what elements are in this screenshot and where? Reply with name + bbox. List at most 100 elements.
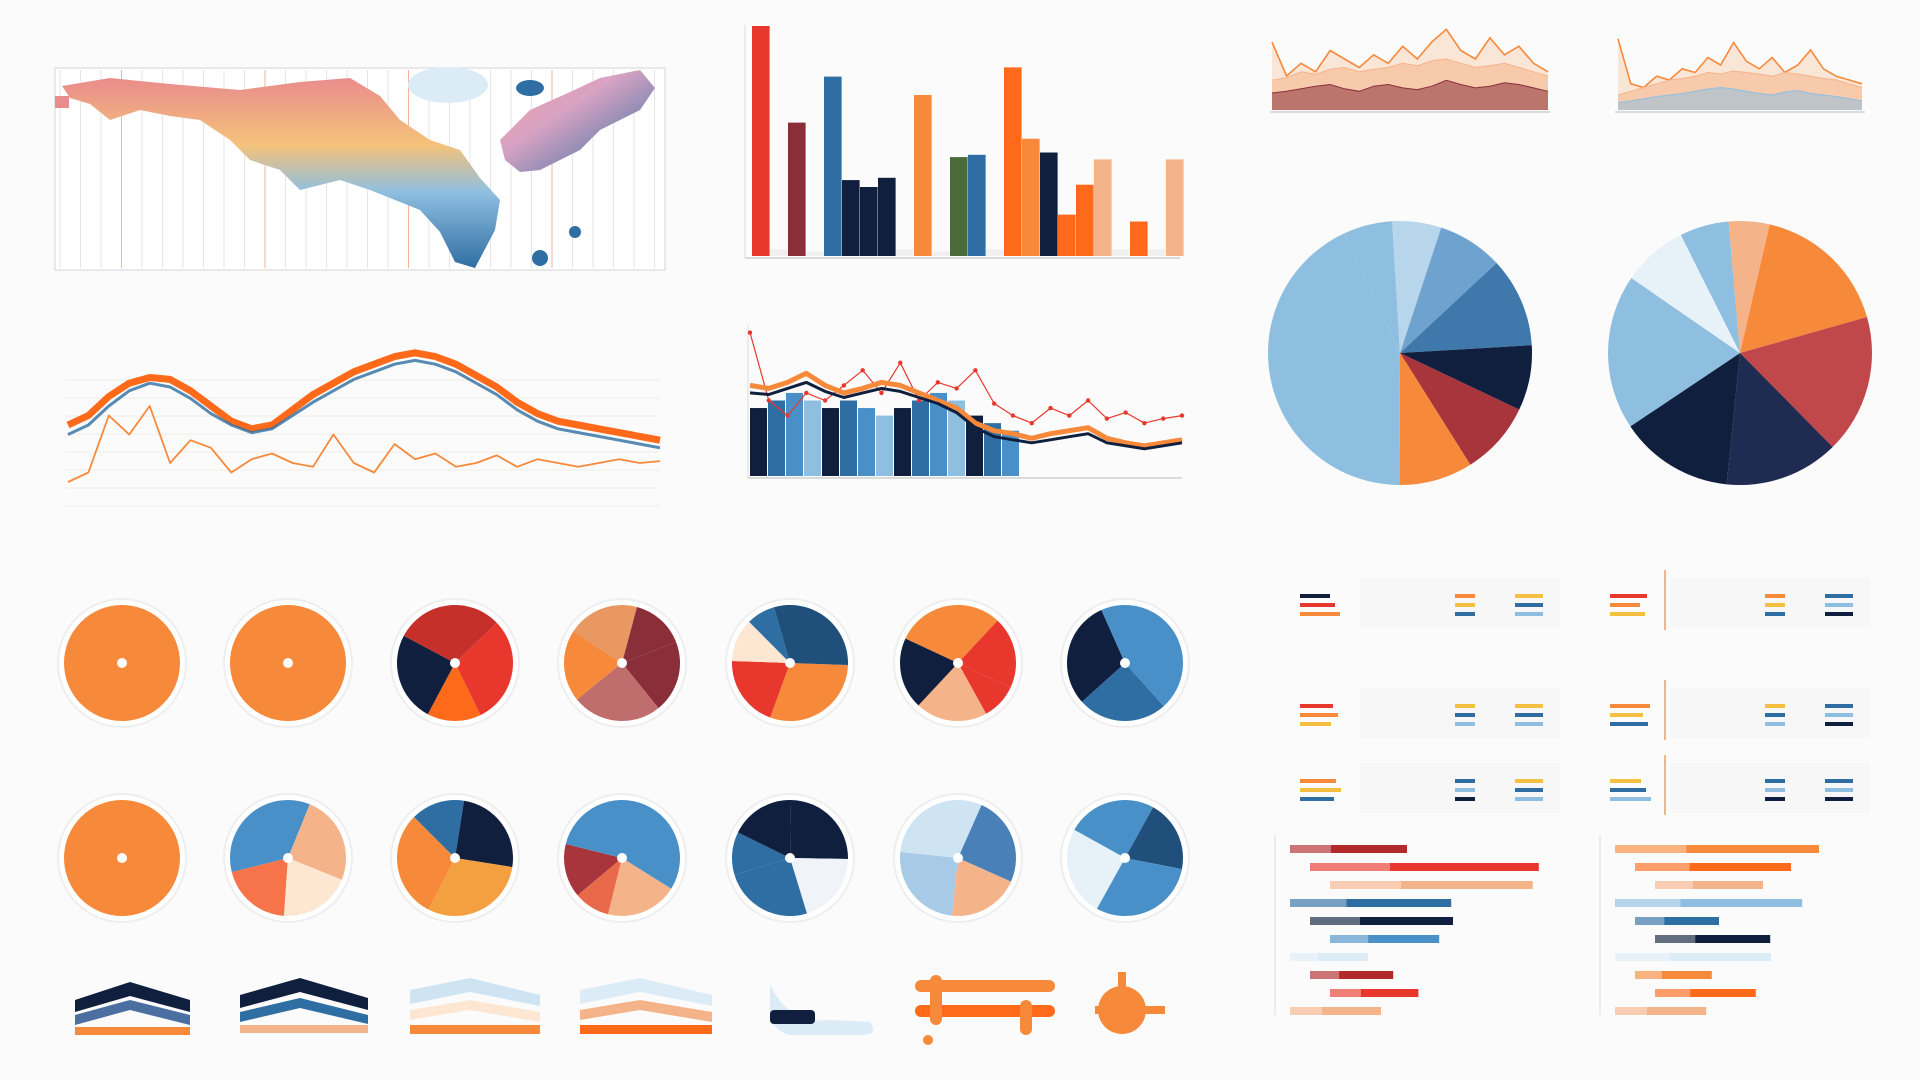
combo-bar [894,408,911,476]
bar [950,157,968,256]
pie-center-dot [785,853,795,863]
hbar-bar [1615,1007,1707,1015]
bar-series [752,26,1184,257]
bar [1148,249,1166,256]
pie-slice [1400,227,1497,353]
pie-slice [565,800,680,889]
hbar-bar [1635,971,1712,979]
hbar-bar-highlight [1655,881,1693,889]
pie-center-dot [1120,658,1130,668]
combo-point [935,380,941,385]
hbar-bar-highlight [1310,917,1361,925]
map-marker [55,96,69,108]
hbar-bar [1635,917,1719,925]
widget-bar [1610,797,1651,801]
pie-slice [1392,220,1442,353]
hbar-bar [1290,845,1407,853]
widget-bar [1765,603,1785,607]
donut-chart [57,598,187,728]
mini-bar-widget [1610,680,1870,740]
area-line [1271,58,1549,81]
hbar-bar-highlight [1330,881,1401,889]
bar [770,249,788,256]
pie-slice [958,663,1011,714]
widget-bar [1765,797,1785,801]
area-b-series [1617,38,1863,110]
donut-chart [893,598,1023,728]
area-fill [1618,87,1862,110]
bar [968,154,986,256]
pie-slice [577,858,622,915]
donut-grid [57,598,1190,923]
pie-slice [1630,353,1740,485]
widget-bar [1455,722,1475,726]
small-bar-widgets [1300,570,1870,815]
pie-slice [1066,829,1125,909]
donut-chart [557,793,687,923]
hbar-bar-highlight [1635,863,1690,871]
pie-slice [774,605,848,666]
widget-bar [1300,779,1336,783]
pie-center-dot [117,658,127,668]
widget-bar [1300,788,1341,792]
widget-bar [1455,612,1475,616]
pie-slice [573,605,638,663]
combo-bar-series [750,392,1019,476]
hbar-bar-highlight [1310,863,1391,871]
widget-bar [1825,713,1853,717]
hbar-bar-highlight [1655,989,1691,997]
widget-bar [1610,603,1640,607]
mini-bar-widget [1300,763,1560,813]
combo-bar [858,408,875,476]
area-line [1617,86,1863,103]
bar [806,251,824,256]
pie-slice [732,660,790,718]
bar-chart-top [744,25,1184,259]
bar [914,95,932,256]
mini-bar-widget [1300,688,1560,738]
bar [932,251,950,256]
hbar-bar-highlight [1615,899,1681,907]
pie-slice [790,800,848,860]
bar [842,180,860,256]
hbar-bar-highlight [1290,845,1331,853]
area-line [1617,38,1863,89]
widget-bar [1765,779,1785,783]
combo-point [1067,413,1072,418]
donut-chart [725,598,855,728]
widget-bar [1300,603,1335,607]
stacked-wave-shape [580,978,712,1034]
pie-slice [564,631,622,700]
widget-bar [1515,612,1543,616]
pie-slice [1096,858,1182,917]
combo-bar [948,400,965,476]
combo-bar [1002,430,1019,476]
pipe-shape [915,975,1055,1045]
hbar-bar [1655,935,1771,943]
mini-bar-widget [1610,755,1870,815]
widget-bar [1455,788,1475,792]
hbar-bar [1310,863,1539,871]
hbar-bar-highlight [1635,917,1665,925]
combo-line [749,380,1183,451]
widget-bar [1515,797,1543,801]
widget-bar [1515,704,1543,708]
pie-slice [770,663,848,721]
widget-bar [1300,722,1331,726]
map-chart [54,67,666,271]
pie-slice [622,606,677,663]
pie-center-dot [1120,853,1130,863]
hbar-bar [1290,1007,1381,1015]
map-island-small [532,250,548,266]
pie-center-dot [450,853,460,863]
widget-bar [1455,713,1475,717]
pie-slice [1267,233,1400,485]
bar [878,177,896,256]
hbar-bar [1290,899,1452,907]
stacked-wave-shape [410,978,540,1034]
pie-slice [951,858,1011,916]
widget-bar [1825,722,1853,726]
combo-point [1010,413,1016,418]
widget-bar [1300,713,1338,717]
